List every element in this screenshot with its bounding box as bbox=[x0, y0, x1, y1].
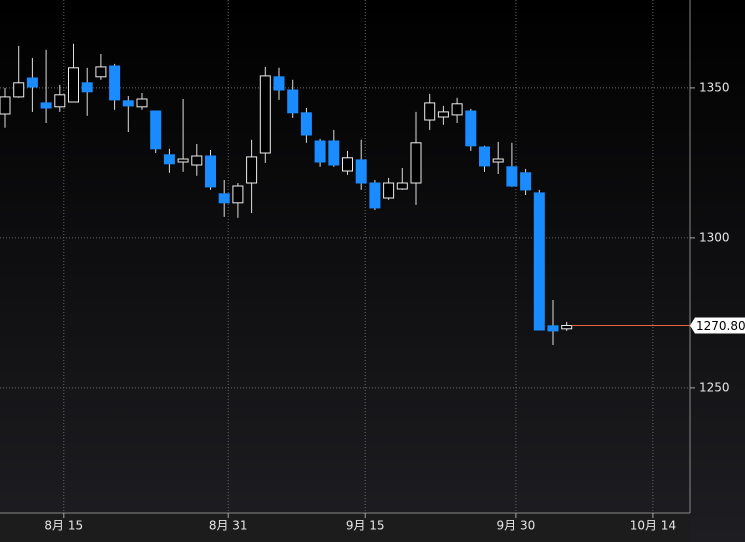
candle-body bbox=[136, 98, 148, 108]
candle-body bbox=[492, 158, 504, 163]
last-price-label: 1270.80 bbox=[696, 319, 745, 333]
x-tick-label: 8月 31 bbox=[209, 519, 248, 533]
x-tick-label: 8月 15 bbox=[44, 519, 83, 533]
y-tick-label: 1300 bbox=[699, 230, 730, 244]
y-tick-label: 1350 bbox=[699, 80, 730, 94]
y-tick-label: 1250 bbox=[699, 380, 730, 394]
x-tick-label: 10月 14 bbox=[630, 519, 676, 533]
candle-body bbox=[95, 66, 107, 78]
candle-body bbox=[479, 146, 490, 167]
candle-body bbox=[547, 325, 559, 332]
candle-body bbox=[533, 192, 545, 331]
x-tick-label: 9月 30 bbox=[497, 519, 536, 533]
candle-body bbox=[26, 77, 38, 88]
candle-body bbox=[40, 102, 52, 109]
candle-body bbox=[259, 75, 271, 154]
candle-body bbox=[218, 193, 230, 204]
candle-body bbox=[314, 140, 326, 163]
x-tick-label: 9月 15 bbox=[346, 519, 385, 533]
candle-body bbox=[561, 325, 573, 330]
candle-body bbox=[122, 100, 134, 107]
candle-body bbox=[520, 172, 532, 191]
candle-body bbox=[369, 182, 381, 209]
candle-body bbox=[300, 112, 312, 136]
candle-body bbox=[451, 103, 463, 116]
candle-body bbox=[81, 82, 93, 93]
candle-body bbox=[506, 166, 518, 187]
candle-body bbox=[150, 110, 162, 150]
candle-body bbox=[54, 94, 66, 108]
candle-body bbox=[328, 140, 340, 166]
candle-body bbox=[424, 102, 436, 121]
candle-body bbox=[396, 182, 408, 190]
candle-body bbox=[465, 110, 477, 147]
candle-body bbox=[109, 65, 121, 101]
candle-body bbox=[163, 154, 175, 165]
candle-body bbox=[232, 185, 244, 204]
candle-body bbox=[246, 156, 258, 184]
candle-body bbox=[0, 96, 11, 115]
candle-body bbox=[383, 182, 395, 199]
candle-body bbox=[342, 157, 353, 172]
candle-body bbox=[437, 111, 449, 118]
candle-body bbox=[273, 76, 285, 91]
last-price-box bbox=[690, 317, 745, 334]
candle-body bbox=[191, 155, 203, 166]
candle-body bbox=[177, 158, 189, 163]
x-axis-band bbox=[0, 513, 690, 542]
candle-body bbox=[13, 82, 25, 98]
candle-body bbox=[205, 155, 216, 188]
candle-body bbox=[355, 159, 367, 184]
candle-body bbox=[410, 142, 422, 184]
candle-body bbox=[68, 67, 79, 103]
candle-body bbox=[287, 89, 299, 114]
